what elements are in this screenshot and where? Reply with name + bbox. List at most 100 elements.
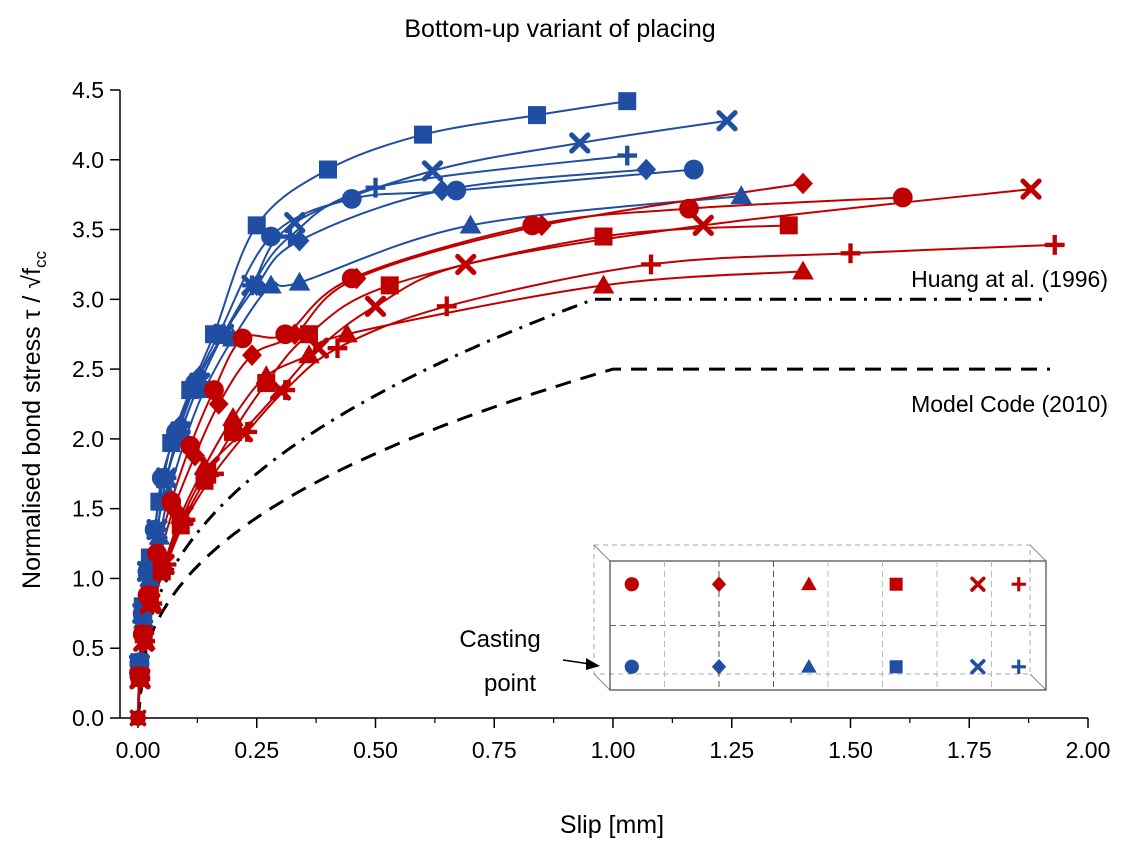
point-red-plus-7 bbox=[237, 422, 258, 442]
point-red-plus-12 bbox=[840, 243, 861, 264]
series-line-red-x bbox=[137, 188, 1032, 719]
point-blue-plus-10 bbox=[280, 226, 300, 247]
inset-marker-blue-plus bbox=[1011, 659, 1026, 674]
inset-marker-red-triangle bbox=[801, 576, 817, 591]
point-blue-square-9 bbox=[319, 160, 337, 179]
casting-arrow bbox=[562, 658, 600, 670]
x-tick-label: 1.75 bbox=[947, 737, 992, 763]
point-red-diamond-11 bbox=[531, 214, 552, 237]
point-blue-plus-4 bbox=[147, 519, 167, 540]
point-blue-x-13-stroke-b bbox=[716, 110, 738, 132]
inset-marker-blue-square bbox=[889, 660, 903, 674]
point-red-square-12 bbox=[779, 216, 798, 235]
reference-curve-model-code bbox=[136, 367, 1050, 719]
casting-label-line2: point bbox=[484, 670, 536, 697]
chart-title: Bottom-up variant of placing bbox=[404, 15, 715, 43]
point-red-square-8 bbox=[257, 374, 276, 393]
point-red-x-11-stroke-b bbox=[455, 253, 477, 276]
annotation-huang: Huang at al. (1996) bbox=[911, 266, 1108, 292]
reference-curves bbox=[136, 297, 1050, 719]
point-red-plus-2 bbox=[135, 631, 156, 652]
point-red-diamond-10 bbox=[346, 267, 367, 290]
point-blue-circle-12 bbox=[683, 159, 704, 180]
point-blue-triangle-12 bbox=[730, 185, 753, 205]
point-red-diamond-7 bbox=[208, 393, 229, 415]
inset-marker-blue-circle bbox=[624, 659, 639, 674]
point-red-x-9-stroke-b bbox=[307, 337, 330, 359]
y-tick-label: 4.5 bbox=[72, 77, 104, 103]
point-red-diamond-12 bbox=[793, 172, 813, 195]
casting-label-line1: Casting bbox=[459, 626, 540, 653]
point-blue-square-8 bbox=[247, 216, 266, 235]
x-axis-label: Slip [mm] bbox=[560, 811, 664, 839]
inset-marker-red-square bbox=[889, 577, 903, 591]
point-red-plus-6 bbox=[204, 463, 224, 484]
point-red-square-11 bbox=[594, 227, 613, 246]
y-tick-label: 2.0 bbox=[72, 426, 104, 452]
inset-marker-red-diamond bbox=[711, 576, 727, 593]
point-red-diamond-8 bbox=[242, 344, 262, 366]
series-line-red-plus bbox=[137, 243, 1055, 719]
point-red-plus-10 bbox=[436, 296, 457, 317]
point-red-plus-1 bbox=[130, 669, 151, 689]
point-red-x-6-stroke-b bbox=[198, 456, 220, 478]
point-red-x-9 bbox=[307, 337, 330, 359]
point-blue-diamond-12 bbox=[636, 158, 657, 181]
point-red-plus-0 bbox=[130, 710, 146, 726]
point-red-diamond-9 bbox=[284, 323, 305, 346]
inset-marker-red-plus bbox=[1011, 577, 1026, 592]
inset-marker-red-x-stroke-b bbox=[970, 576, 986, 592]
inset-edge-3 bbox=[1029, 673, 1047, 691]
series-line-blue-diamond bbox=[137, 168, 647, 719]
inset-edge-1 bbox=[1029, 544, 1047, 562]
inset-marker-red-circle bbox=[624, 577, 639, 592]
x-tick-label: 1.50 bbox=[828, 737, 873, 763]
x-tick-label: 0.75 bbox=[472, 737, 517, 763]
inset-marker-blue-x bbox=[970, 659, 986, 675]
point-red-plus-13 bbox=[1044, 235, 1065, 255]
point-red-x-12 bbox=[692, 214, 714, 236]
point-red-plus-3 bbox=[142, 593, 163, 614]
point-red-plus-5 bbox=[175, 509, 196, 530]
point-blue-plus-5 bbox=[156, 468, 177, 488]
point-blue-x-11-stroke-b bbox=[421, 160, 444, 182]
y-tick-label: 4.0 bbox=[72, 147, 104, 173]
point-blue-circle-10 bbox=[341, 188, 362, 209]
point-red-circle-8 bbox=[232, 328, 253, 349]
point-red-x-11 bbox=[455, 253, 477, 276]
y-axis-label-sub: cc bbox=[31, 251, 50, 269]
point-red-triangle-9 bbox=[298, 344, 320, 364]
point-red-x-10-stroke-b bbox=[364, 295, 387, 317]
x-tick-label: 0.25 bbox=[234, 737, 279, 763]
inset-marker-blue-x-stroke-b bbox=[970, 659, 986, 675]
y-tick-label: 0.5 bbox=[72, 635, 104, 661]
y-tick-label: 3.5 bbox=[72, 217, 104, 243]
point-red-x-10 bbox=[364, 295, 387, 317]
x-tick-label: 2.00 bbox=[1066, 737, 1111, 763]
inset-marker-red-x bbox=[970, 576, 986, 592]
point-blue-square-12 bbox=[618, 92, 637, 111]
series-markers bbox=[128, 92, 1065, 727]
x-tick-label: 1.00 bbox=[591, 737, 636, 763]
point-blue-diamond-11 bbox=[432, 179, 452, 202]
point-blue-circle-11 bbox=[446, 180, 467, 201]
point-red-triangle-11 bbox=[592, 274, 615, 294]
x-tick-label: 0.00 bbox=[116, 737, 161, 763]
y-tick-label: 0.0 bbox=[72, 705, 104, 731]
x-tick-label: 1.25 bbox=[709, 737, 754, 763]
point-blue-square-11 bbox=[528, 106, 546, 125]
inset-edge-0 bbox=[593, 544, 611, 562]
point-red-triangle-7 bbox=[222, 407, 244, 427]
point-blue-square-10 bbox=[414, 125, 432, 144]
point-red-circle-12 bbox=[679, 198, 699, 219]
point-red-triangle-12 bbox=[792, 260, 814, 280]
point-red-square-10 bbox=[380, 276, 399, 295]
y-tick-label: 3.0 bbox=[72, 286, 104, 312]
point-blue-triangle-11 bbox=[459, 214, 482, 234]
point-red-triangle-10 bbox=[336, 323, 358, 343]
point-blue-x-11 bbox=[421, 160, 444, 182]
point-blue-x-12-stroke-b bbox=[569, 132, 591, 154]
point-blue-plus-9 bbox=[242, 275, 262, 296]
